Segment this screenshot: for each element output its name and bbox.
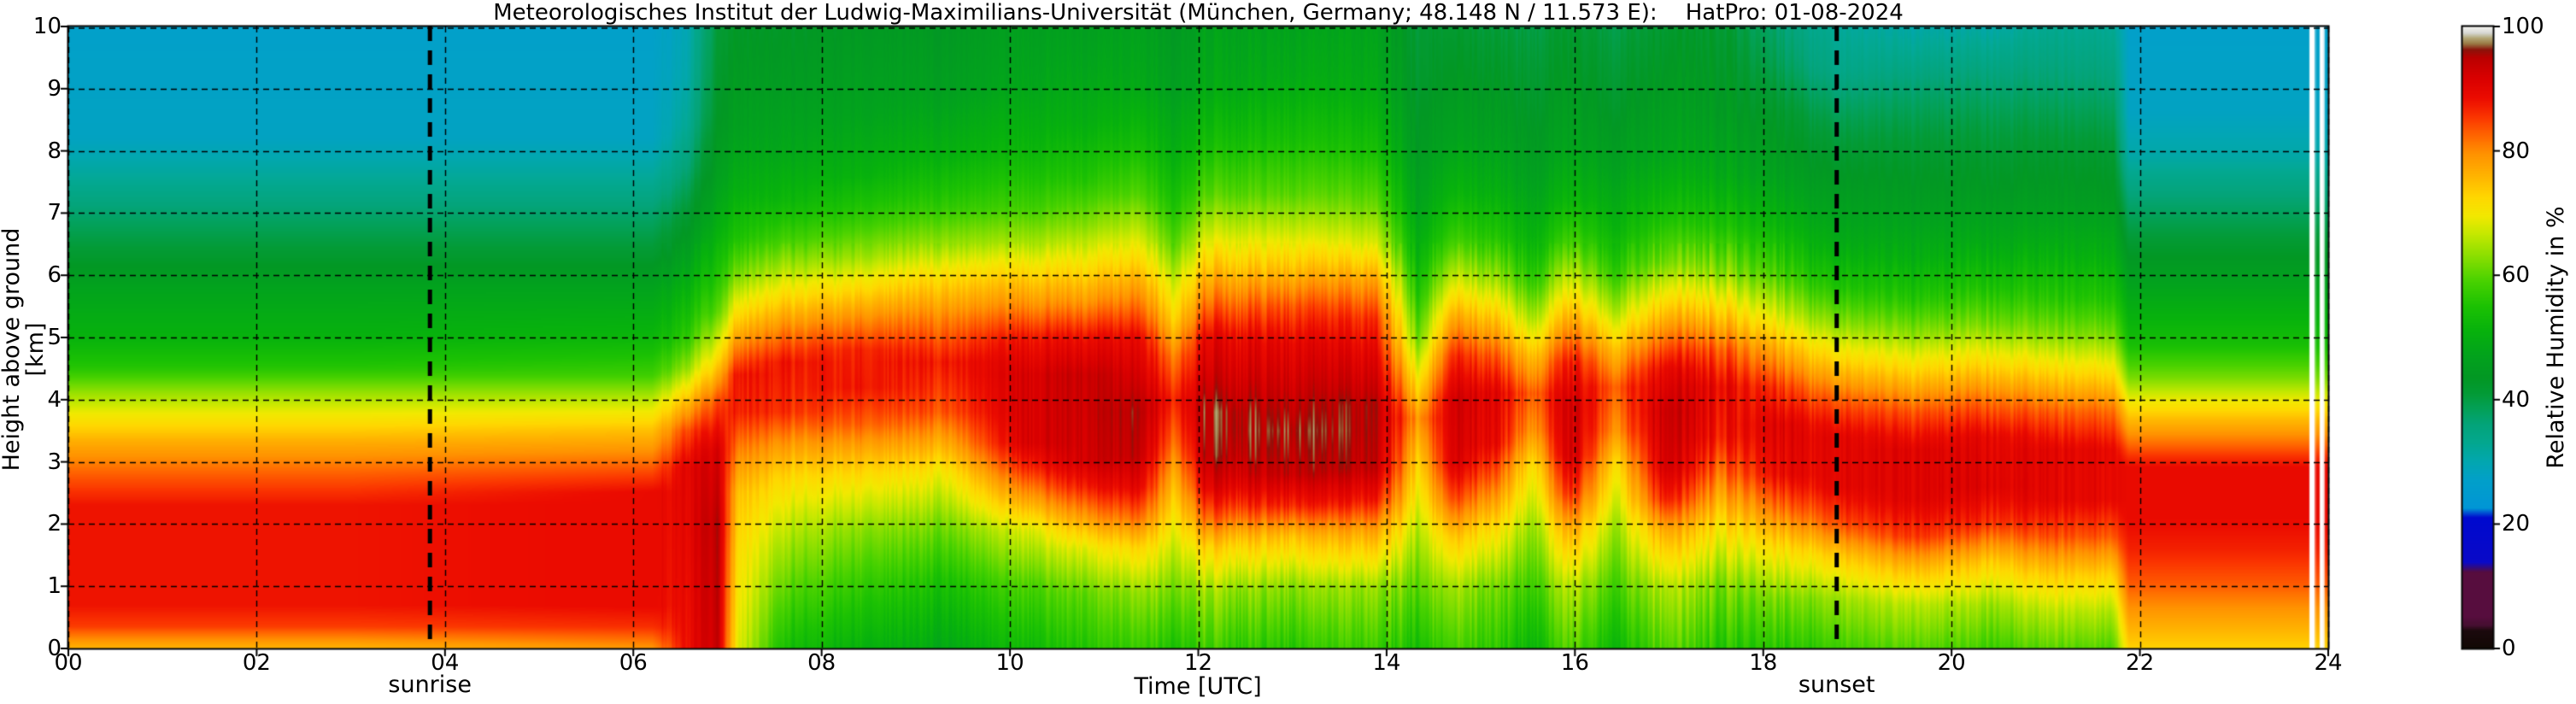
y-axis-title: Height above ground [km] bbox=[0, 227, 49, 472]
x-tick-label: 12 bbox=[1183, 650, 1213, 676]
y-tick-label: 5 bbox=[47, 325, 62, 350]
y-tick-label: 3 bbox=[47, 449, 62, 475]
x-tick-label: 14 bbox=[1372, 650, 1401, 676]
x-tick-label: 24 bbox=[2314, 650, 2343, 676]
colorbar-tick-label: 80 bbox=[2502, 138, 2531, 164]
y-tick-label: 0 bbox=[47, 636, 62, 661]
colorbar-title: Relative Humidity in % bbox=[2543, 206, 2569, 469]
sunset-label: sunset bbox=[1798, 672, 1875, 698]
y-tick-label: 2 bbox=[47, 511, 62, 537]
colorbar-canvas bbox=[2462, 26, 2493, 648]
x-tick-label: 08 bbox=[807, 650, 836, 676]
colorbar-tick-label: 60 bbox=[2502, 262, 2531, 289]
x-tick-label: 06 bbox=[619, 650, 648, 676]
x-tick-label: 02 bbox=[242, 650, 271, 676]
heatmap-canvas bbox=[68, 26, 2328, 648]
colorbar-tick-label: 40 bbox=[2502, 386, 2531, 413]
sunrise-label: sunrise bbox=[388, 672, 472, 698]
x-tick-label: 16 bbox=[1560, 650, 1589, 676]
colorbar-tick-label: 100 bbox=[2502, 14, 2544, 39]
x-tick-label: 22 bbox=[2126, 650, 2155, 676]
x-axis-title: Time [UTC] bbox=[1134, 673, 1262, 700]
y-tick-label: 8 bbox=[47, 138, 62, 164]
y-tick-label: 6 bbox=[47, 262, 62, 289]
colorbar-tick-label: 20 bbox=[2502, 511, 2531, 537]
y-tick-label: 10 bbox=[32, 14, 62, 39]
y-tick-label: 9 bbox=[47, 75, 62, 102]
y-tick-label: 1 bbox=[47, 573, 62, 600]
colorbar-tick-label: 0 bbox=[2502, 636, 2516, 661]
x-tick-label: 10 bbox=[995, 650, 1024, 676]
x-tick-label: 04 bbox=[431, 650, 460, 676]
x-tick-label: 20 bbox=[1937, 650, 1966, 676]
x-tick-label: 18 bbox=[1749, 650, 1778, 676]
y-tick-label: 7 bbox=[47, 200, 62, 226]
figure-title: Meteorologisches Institut der Ludwig-Max… bbox=[493, 0, 1904, 26]
y-tick-label: 4 bbox=[47, 386, 62, 413]
